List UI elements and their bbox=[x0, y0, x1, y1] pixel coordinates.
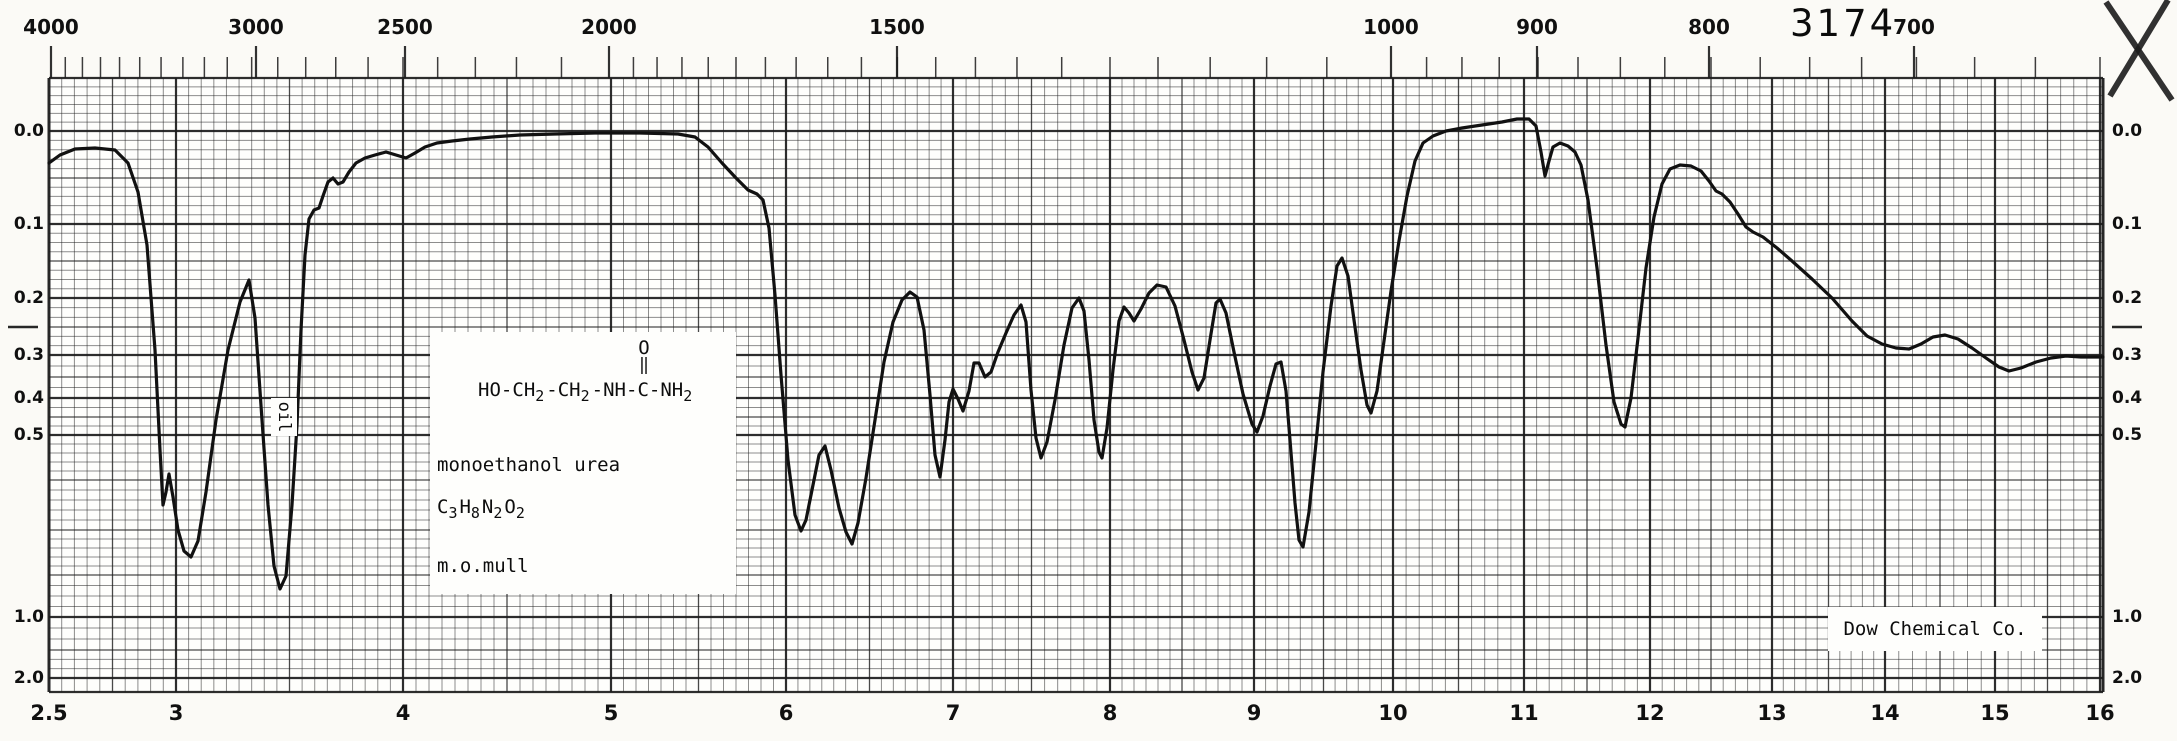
carbonyl-oxygen-label: O bbox=[638, 337, 650, 359]
subscript-digit: 2 bbox=[515, 504, 525, 522]
micron-label-16: 16 bbox=[2085, 701, 2115, 725]
micron-label-2.5: 2.5 bbox=[30, 701, 68, 725]
absorbance-label-right-1.0: 1.0 bbox=[2112, 607, 2143, 627]
micron-label-7: 7 bbox=[945, 701, 961, 725]
double-bond-mark: ‖ bbox=[638, 355, 650, 375]
wavenumber-label-3000: 3000 bbox=[228, 15, 284, 39]
spectrum-number-annotation: 3174 bbox=[1790, 2, 1897, 45]
subscript-digit: 2 bbox=[683, 387, 693, 405]
credit-box: Dow Chemical Co. bbox=[1828, 607, 2042, 651]
absorbance-label-right-2.0: 2.0 bbox=[2112, 668, 2143, 688]
micron-label-15: 15 bbox=[1980, 701, 2010, 725]
absorbance-label-left-2.0: 2.0 bbox=[13, 668, 44, 688]
micron-label-13: 13 bbox=[1757, 701, 1787, 725]
micron-label-6: 6 bbox=[778, 701, 794, 725]
subscript-digit: 2 bbox=[580, 387, 590, 405]
absorbance-label-right-0.1: 0.1 bbox=[2112, 214, 2143, 234]
absorbance-label-left-0.5: 0.5 bbox=[13, 425, 44, 445]
wavenumber-label-4000: 4000 bbox=[23, 15, 79, 39]
molecular-formula: C3 H8 N2 O2 bbox=[437, 496, 525, 522]
absorbance-label-left-1.0: 1.0 bbox=[13, 607, 44, 627]
oil-band-annotation: oil bbox=[271, 398, 297, 436]
wavenumber-label-900: 900 bbox=[1516, 15, 1558, 39]
wavenumber-label-1500: 1500 bbox=[869, 15, 925, 39]
subscript-digit: 2 bbox=[493, 504, 503, 522]
subscript-digit: 3 bbox=[448, 504, 458, 522]
sample-info-box bbox=[430, 332, 736, 594]
subscript-digit: 2 bbox=[535, 387, 545, 405]
micron-label-8: 8 bbox=[1102, 701, 1118, 725]
subscript-digit: 8 bbox=[470, 504, 480, 522]
x-mark-stroke bbox=[2107, 0, 2171, 98]
micron-label-4: 4 bbox=[395, 701, 411, 725]
wavenumber-label-2000: 2000 bbox=[581, 15, 637, 39]
absorbance-label-right-0.3: 0.3 bbox=[2112, 345, 2143, 365]
absorbance-label-left-0.0: 0.0 bbox=[13, 121, 44, 141]
micron-label-10: 10 bbox=[1378, 701, 1408, 725]
micron-label-12: 12 bbox=[1635, 701, 1665, 725]
sample-name: monoethanol urea bbox=[437, 454, 621, 476]
wavenumber-label-700: 700 bbox=[1893, 15, 1935, 39]
absorbance-label-right-0.2: 0.2 bbox=[2112, 288, 2143, 308]
micron-label-5: 5 bbox=[603, 701, 619, 725]
absorbance-label-right-0.5: 0.5 bbox=[2112, 425, 2143, 445]
absorbance-label-left-0.2: 0.2 bbox=[13, 288, 44, 308]
credit-text: Dow Chemical Co. bbox=[1843, 618, 2027, 640]
preparation-method: m.o.mull bbox=[437, 555, 529, 577]
micron-label-9: 9 bbox=[1246, 701, 1262, 725]
wavenumber-label-800: 800 bbox=[1688, 15, 1730, 39]
absorbance-label-right-0.4: 0.4 bbox=[2112, 388, 2143, 408]
micron-label-11: 11 bbox=[1509, 701, 1539, 725]
micron-label-3: 3 bbox=[168, 701, 184, 725]
absorbance-label-right-0.0: 0.0 bbox=[2112, 121, 2143, 141]
wavenumber-label-1000: 1000 bbox=[1363, 15, 1419, 39]
spectrum-curve bbox=[47, 117, 2105, 591]
chart-paper bbox=[49, 78, 2103, 692]
micron-label-14: 14 bbox=[1870, 701, 1900, 725]
absorbance-label-left-0.1: 0.1 bbox=[13, 214, 44, 234]
absorbance-label-left-0.3: 0.3 bbox=[13, 345, 44, 365]
wavenumber-label-2500: 2500 bbox=[377, 15, 433, 39]
absorbance-label-left-0.4: 0.4 bbox=[13, 388, 44, 408]
structure-formula: HO-CH2 -CH2 -NH-C-NH2 bbox=[478, 379, 693, 405]
